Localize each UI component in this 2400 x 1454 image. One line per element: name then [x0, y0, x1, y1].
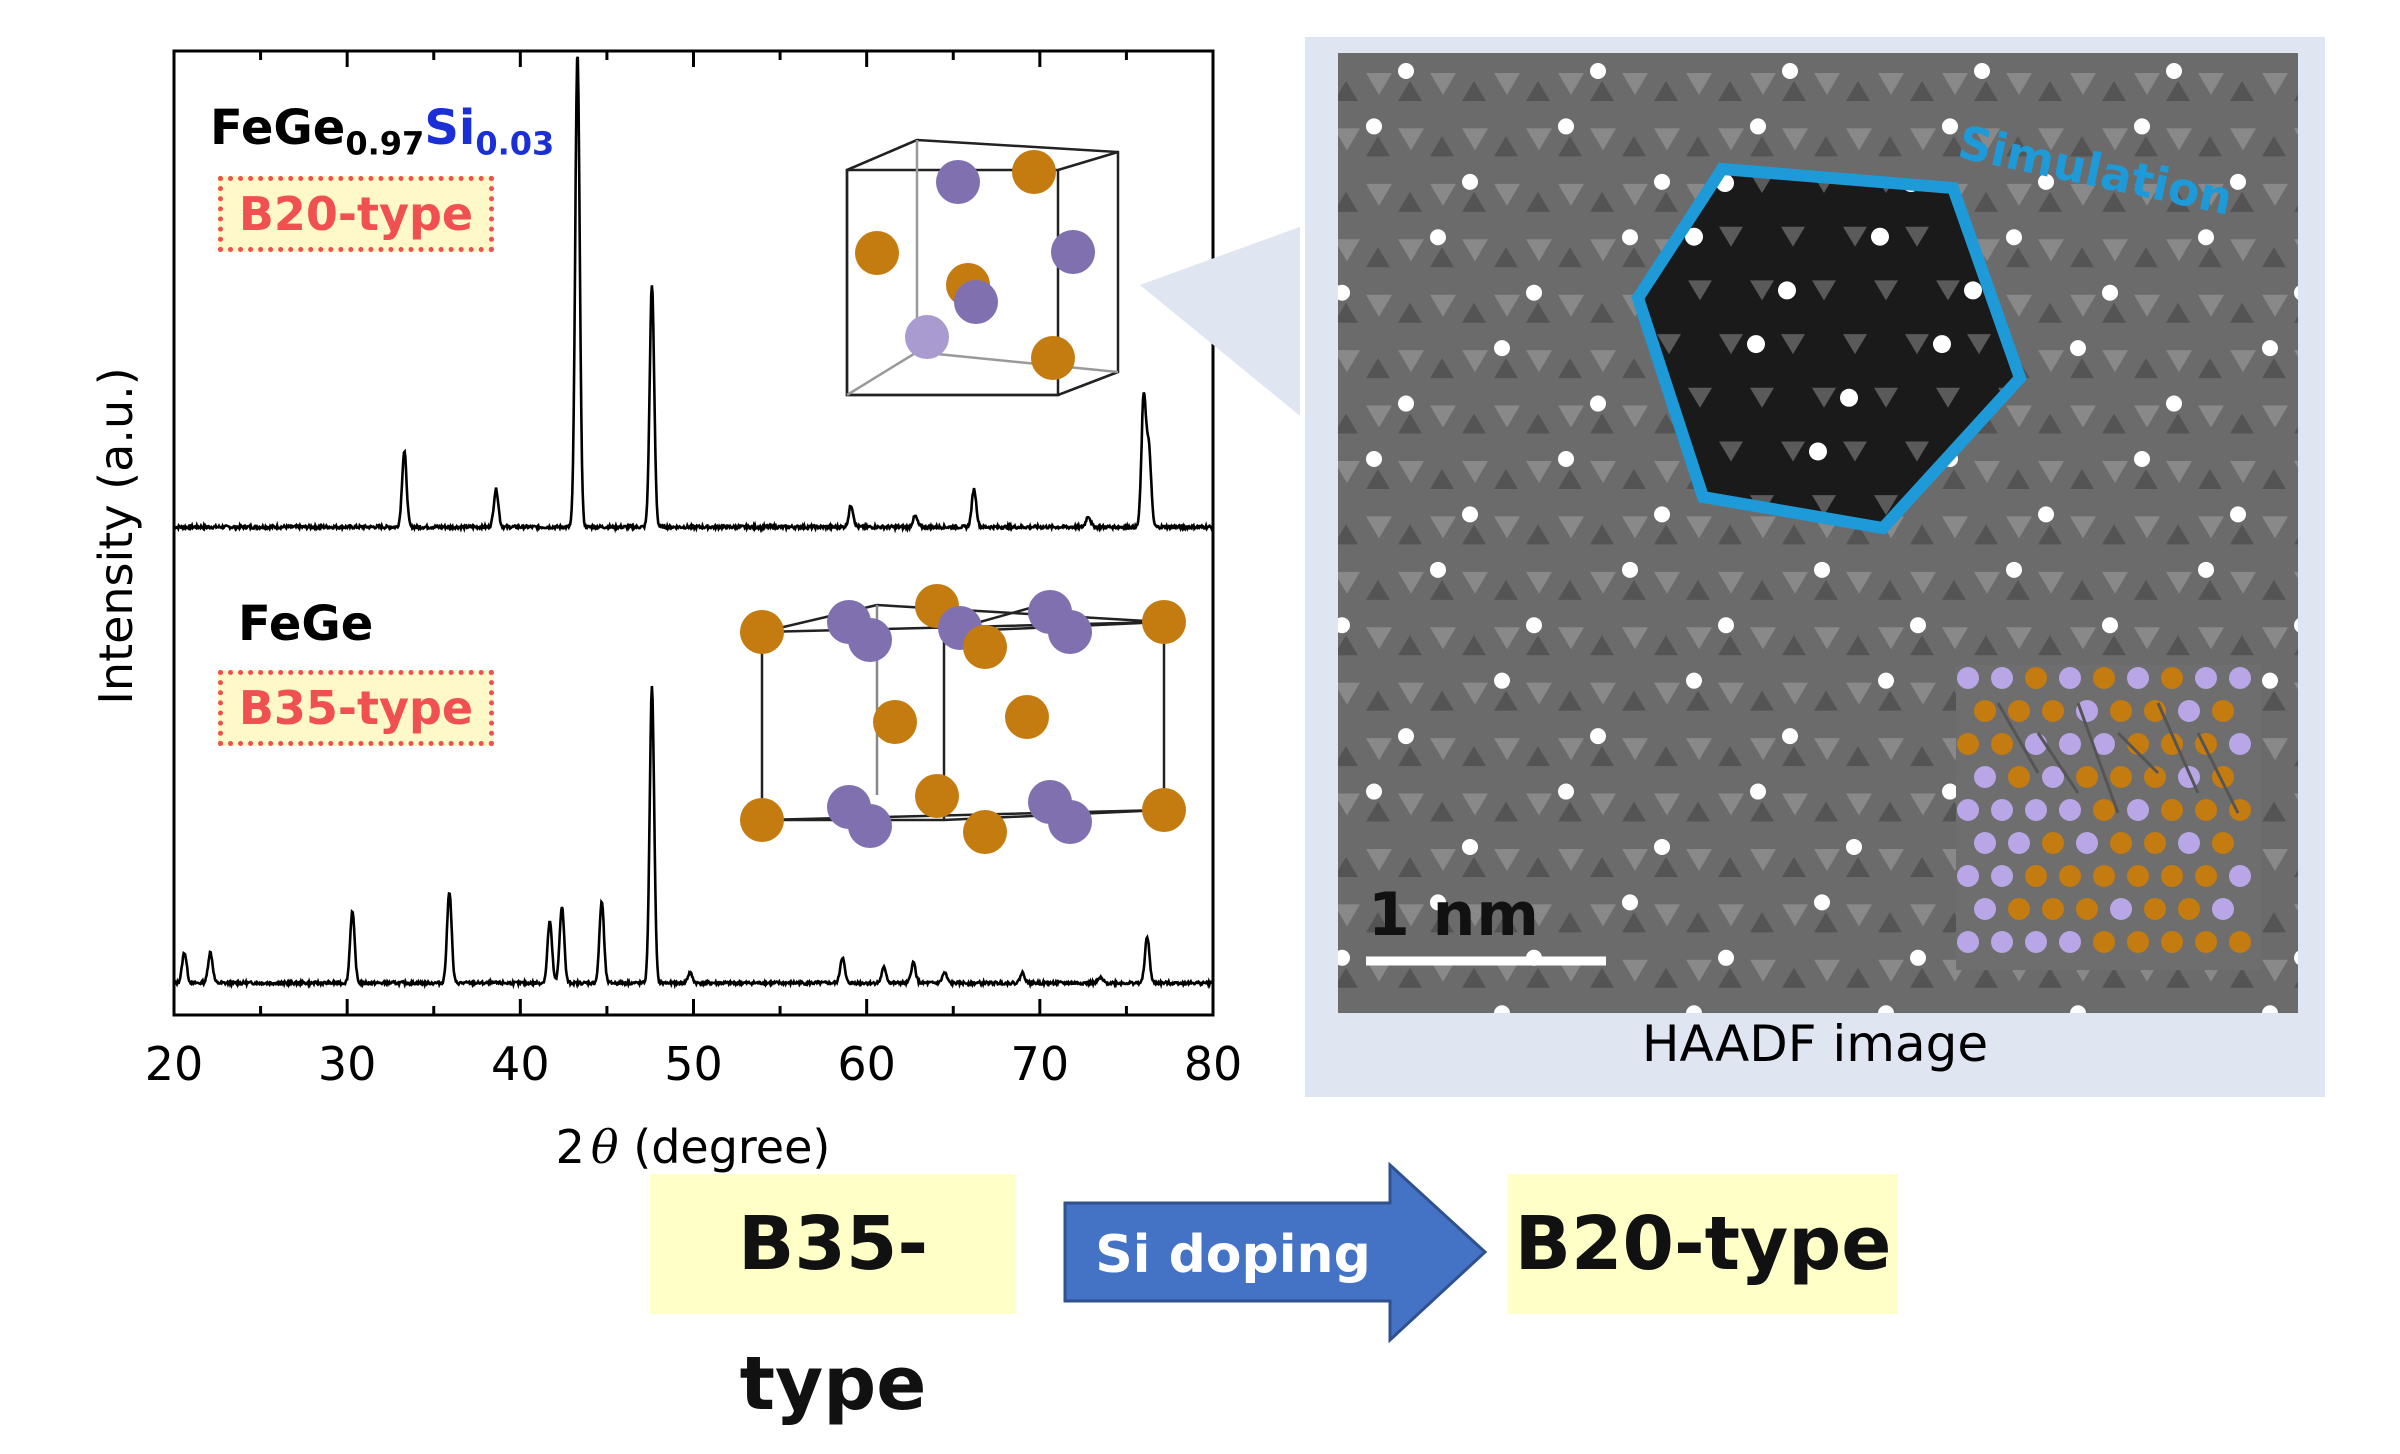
structure-inset [1957, 667, 2251, 953]
si-doping-arrow [1063, 1161, 1488, 1344]
x-tick-label: 70 [1011, 1037, 1070, 1091]
b20-crystal-structure [845, 138, 1120, 397]
badge-b20-type: B20-type [218, 176, 494, 252]
callout-wedge [1140, 226, 1300, 416]
x-tick-label: 30 [318, 1037, 377, 1091]
x-tick-label: 20 [145, 1037, 204, 1091]
b35-atoms [740, 584, 1186, 854]
x-tick-label: 50 [664, 1037, 723, 1091]
x-tick-labels: 20 30 40 50 60 70 80 [145, 1037, 1243, 1091]
x-tick-label: 40 [491, 1037, 550, 1091]
flow-to-label: B20-type [1508, 1174, 1898, 1314]
arrow-label: Si doping [1095, 1225, 1371, 1285]
x-axis-label-suffix: (degree) [619, 1120, 831, 1174]
x-ticks [172, 51, 1215, 1015]
x-axis-label-theta: θ [591, 1120, 619, 1174]
xrd-trace-fege [173, 685, 1214, 990]
x-tick-label: 80 [1184, 1037, 1243, 1091]
y-axis-label: Intensity (a.u.) [89, 367, 143, 704]
badge-b35-type: B35-type [218, 670, 494, 746]
simulation-hexagon [1631, 162, 2027, 535]
xrd-trace-fegesi [173, 56, 1214, 534]
label-fegesi: FeGe0.97Si0.03 [210, 100, 555, 163]
scale-bar-label: 1 nm [1368, 880, 1540, 950]
haadf-caption: HAADF image [1641, 1015, 1989, 1073]
flow-from-label: B35-type [650, 1174, 1016, 1427]
b20-atoms [855, 150, 1095, 380]
simulation-overlay [1366, 162, 2261, 970]
x-axis-label-prefix: 2 [556, 1120, 585, 1174]
x-tick-label: 60 [837, 1037, 896, 1091]
label-fege: FeGe [238, 596, 374, 652]
